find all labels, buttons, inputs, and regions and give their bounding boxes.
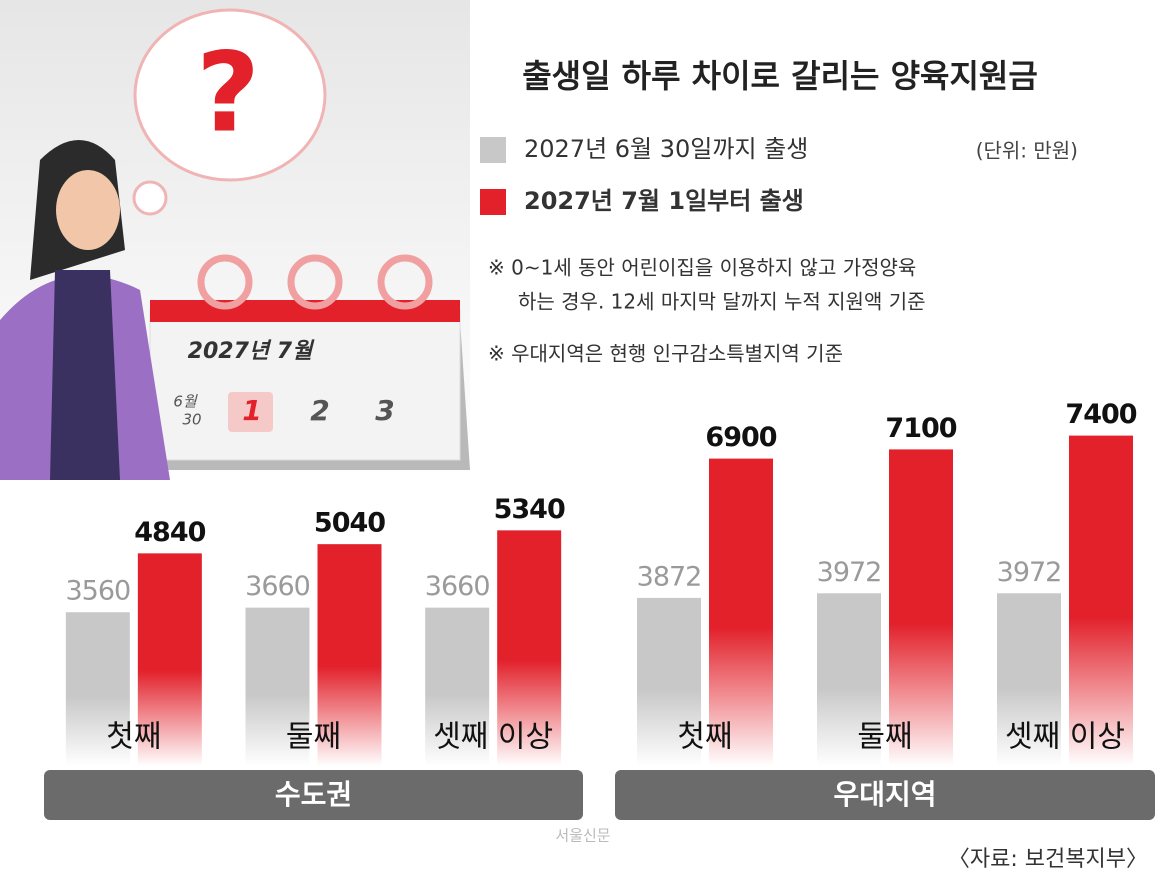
value-label: 3660 xyxy=(425,571,490,602)
group-bar xyxy=(615,770,1155,820)
calendar-day: 2 xyxy=(310,394,329,427)
value-label: 3972 xyxy=(997,557,1062,588)
group-label: 우대지역 xyxy=(833,778,936,811)
bar xyxy=(65,612,130,766)
calendar-day: 6월 xyxy=(173,393,198,411)
thought-bubble: ? xyxy=(132,8,327,216)
note: ※ 0~1세 동안 어린이집을 이용하지 않고 가정양육 xyxy=(488,256,916,280)
category-label: 둘째 xyxy=(857,720,912,755)
value-label: 4840 xyxy=(134,517,205,548)
title: 출생일 하루 차이로 갈리는 양육지원금 xyxy=(522,57,1038,95)
group-bar xyxy=(44,770,583,820)
value-label: 3660 xyxy=(245,571,310,602)
bar xyxy=(817,593,881,766)
bar xyxy=(497,530,562,766)
bar xyxy=(709,458,773,766)
bar xyxy=(137,553,202,766)
calendar: 2027년 7월 9 6월 30 1 2 3 xyxy=(135,254,470,470)
value-label: 7100 xyxy=(885,413,956,444)
note: ※ 우대지역은 현행 인구감소특별지역 기준 xyxy=(488,342,843,366)
legend-swatch xyxy=(480,189,506,215)
svg-text:?: ? xyxy=(196,28,260,156)
unit: (단위: 만원) xyxy=(976,139,1078,163)
note: 하는 경우. 12세 마지막 달까지 누적 지원액 기준 xyxy=(518,290,926,314)
category-label: 첫째 xyxy=(677,720,732,755)
value-label: 5040 xyxy=(314,508,385,539)
value-label: 3972 xyxy=(817,557,882,588)
calendar-day: 30 xyxy=(182,411,201,429)
bar xyxy=(425,607,490,766)
bar xyxy=(997,593,1061,766)
bar xyxy=(317,544,382,766)
source: 〈자료: 보건복지부〉 xyxy=(948,847,1148,872)
value-label: 3560 xyxy=(65,576,130,607)
group-label: 수도권 xyxy=(275,778,352,811)
value-label: 3872 xyxy=(637,561,702,592)
legend-label: 2027년 6월 30일까지 출생 xyxy=(524,135,808,163)
bar xyxy=(245,607,310,766)
bar xyxy=(889,449,953,766)
value-label: 5340 xyxy=(494,494,565,525)
bar xyxy=(637,597,701,766)
person xyxy=(0,140,170,480)
category-label: 셋째 이상 xyxy=(1005,720,1125,755)
value-label: 6900 xyxy=(705,422,776,453)
calendar-month: 2027년 7월 xyxy=(188,339,315,364)
bar xyxy=(1069,435,1133,766)
value-label: 7400 xyxy=(1065,399,1136,430)
legend-swatch xyxy=(480,137,506,163)
legend-label: 2027년 7월 1일부터 출생 xyxy=(524,187,804,215)
category-label: 셋째 이상 xyxy=(433,720,553,755)
category-label: 첫째 xyxy=(106,720,161,755)
calendar-day: 1 xyxy=(242,394,261,427)
credit: 서울신문 xyxy=(555,827,610,845)
category-label: 둘째 xyxy=(286,720,341,755)
calendar-day: 3 xyxy=(375,394,394,427)
